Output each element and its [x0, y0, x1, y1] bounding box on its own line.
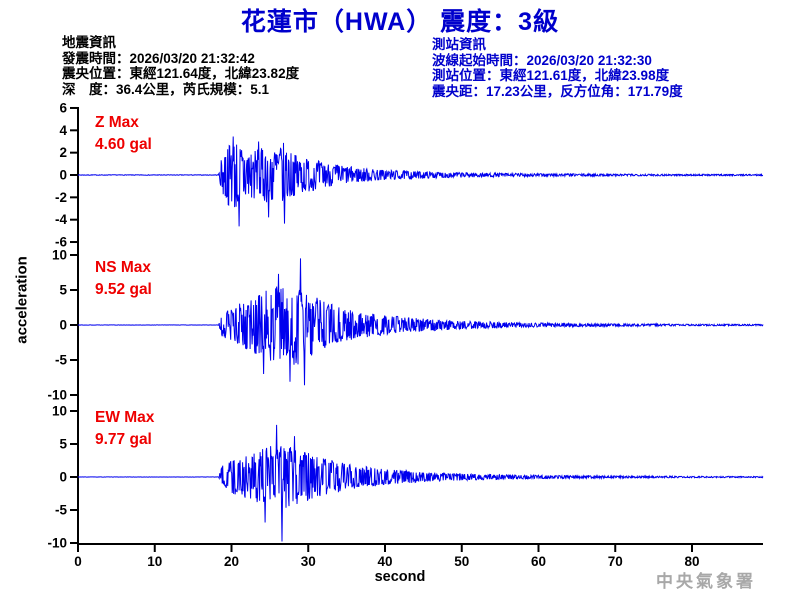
svg-text:6: 6	[59, 100, 67, 115]
station-info-heading: 測站資訊	[432, 37, 486, 52]
x-axis-title: second	[374, 569, 426, 585]
earthquake-epicenter: 震央位置：東經121.64度，北緯23.82度	[62, 66, 300, 82]
trace-ns-max-label: NS Max 9.52 gal	[95, 257, 152, 301]
svg-text:-5: -5	[55, 503, 67, 518]
epicentral-distance: 震央距：17.23公里，反方位角：171.79度	[432, 83, 683, 99]
svg-text:2: 2	[59, 145, 67, 160]
trace-ns-max-value: 9.52 gal	[95, 281, 152, 298]
svg-text:50: 50	[454, 554, 469, 569]
station-location: 測站位置：東經121.61度，北緯23.98度	[432, 68, 670, 84]
svg-text:0: 0	[59, 168, 67, 183]
svg-text:5: 5	[59, 437, 67, 452]
svg-text:0: 0	[59, 318, 67, 333]
svg-text:10: 10	[147, 554, 162, 569]
svg-text:80: 80	[684, 554, 699, 569]
trace-ew-max-label: EW Max 9.77 gal	[95, 407, 154, 451]
svg-text:20: 20	[224, 554, 239, 569]
trace-ew-max-value: 9.77 gal	[95, 431, 152, 448]
svg-text:10: 10	[52, 404, 67, 419]
svg-text:-2: -2	[55, 190, 67, 205]
svg-text:30: 30	[301, 554, 316, 569]
svg-text:-10: -10	[47, 536, 67, 551]
earthquake-depth-magnitude: 深 度：36.4公里，芮氏規模：5.1	[62, 81, 270, 97]
svg-text:40: 40	[377, 554, 392, 569]
station-info: 測站資訊 波線起始時間：2026/03/20 21:32:30 測站位置：東經1…	[432, 37, 683, 99]
svg-text:-4: -4	[55, 212, 67, 227]
svg-text:4: 4	[59, 123, 67, 138]
svg-text:0: 0	[74, 554, 82, 569]
trace-z-max-value: 4.60 gal	[95, 136, 152, 153]
svg-text:60: 60	[531, 554, 546, 569]
agency-watermark: 中央氣象署	[656, 572, 756, 591]
trace-z-name: Z Max	[95, 114, 139, 131]
earthquake-info-heading: 地震資訊	[62, 35, 116, 50]
trace-z-max-label: Z Max 4.60 gal	[95, 112, 152, 156]
y-axis-title: acceleration	[13, 256, 31, 344]
waveform-start-time: 波線起始時間：2026/03/20 21:32:30	[432, 52, 652, 68]
svg-text:10: 10	[52, 248, 67, 263]
svg-text:-5: -5	[55, 353, 67, 368]
page-title: 花蓮市（HWA） 震度：3級	[240, 8, 560, 36]
earthquake-origin-time: 發震時間：2026/03/20 21:32:42	[62, 50, 255, 66]
svg-text:-10: -10	[47, 388, 67, 403]
svg-text:-6: -6	[55, 235, 67, 250]
trace-ns-name: NS Max	[95, 259, 151, 276]
svg-text:0: 0	[59, 470, 67, 485]
trace-ew-name: EW Max	[95, 409, 155, 426]
svg-text:5: 5	[59, 283, 67, 298]
earthquake-info: 地震資訊 發震時間：2026/03/20 21:32:42 震央位置：東經121…	[62, 35, 299, 97]
svg-text:70: 70	[608, 554, 623, 569]
